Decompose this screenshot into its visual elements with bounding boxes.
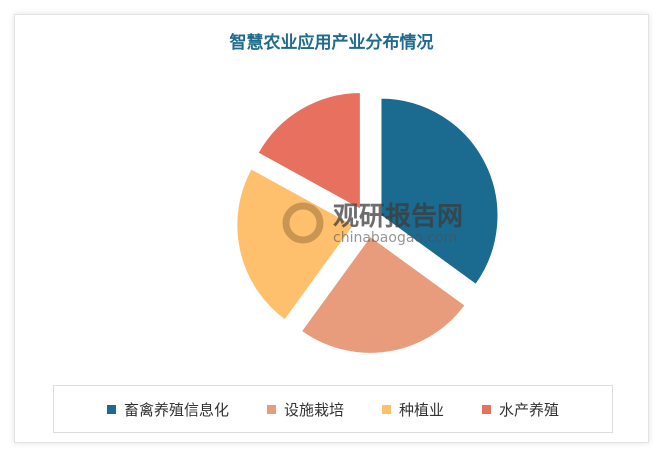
legend-swatch bbox=[482, 404, 492, 414]
legend-label: 畜禽养殖信息化 bbox=[123, 400, 229, 419]
legend-swatch bbox=[106, 404, 116, 414]
legend-item: 水产养殖 bbox=[482, 399, 559, 420]
pie-slice-0 bbox=[379, 96, 500, 287]
legend-item: 种植业 bbox=[382, 399, 444, 420]
pie-slice-1 bbox=[299, 234, 468, 355]
legend-item: 设施栽培 bbox=[266, 399, 344, 420]
pie-slice-2 bbox=[235, 166, 356, 322]
legend-label: 设施栽培 bbox=[283, 400, 344, 419]
legend: 畜禽养殖信息化 设施栽培 种植业 水产养殖 bbox=[53, 385, 613, 433]
chart-title: 智慧农业应用产业分布情况 bbox=[229, 33, 434, 53]
legend-label: 水产养殖 bbox=[499, 400, 560, 419]
legend-swatch bbox=[266, 404, 276, 414]
legend-swatch bbox=[382, 404, 391, 414]
pie-slice-3 bbox=[256, 90, 362, 212]
watermark-text: 观研报告网 bbox=[333, 202, 464, 232]
legend-item: 畜禽养殖信息化 bbox=[106, 399, 229, 420]
legend-label: 种植业 bbox=[399, 400, 445, 419]
watermark-url: chinabaogao.com bbox=[333, 230, 458, 246]
watermark-logo-icon bbox=[282, 202, 324, 244]
